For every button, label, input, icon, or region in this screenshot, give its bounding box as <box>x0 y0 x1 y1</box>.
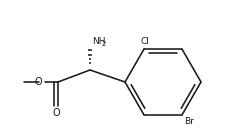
Text: Br: Br <box>183 117 193 126</box>
Text: NH: NH <box>92 37 105 46</box>
Text: O: O <box>52 108 60 118</box>
Text: O: O <box>34 77 42 87</box>
Text: Cl: Cl <box>140 37 149 46</box>
Text: 2: 2 <box>101 41 106 47</box>
